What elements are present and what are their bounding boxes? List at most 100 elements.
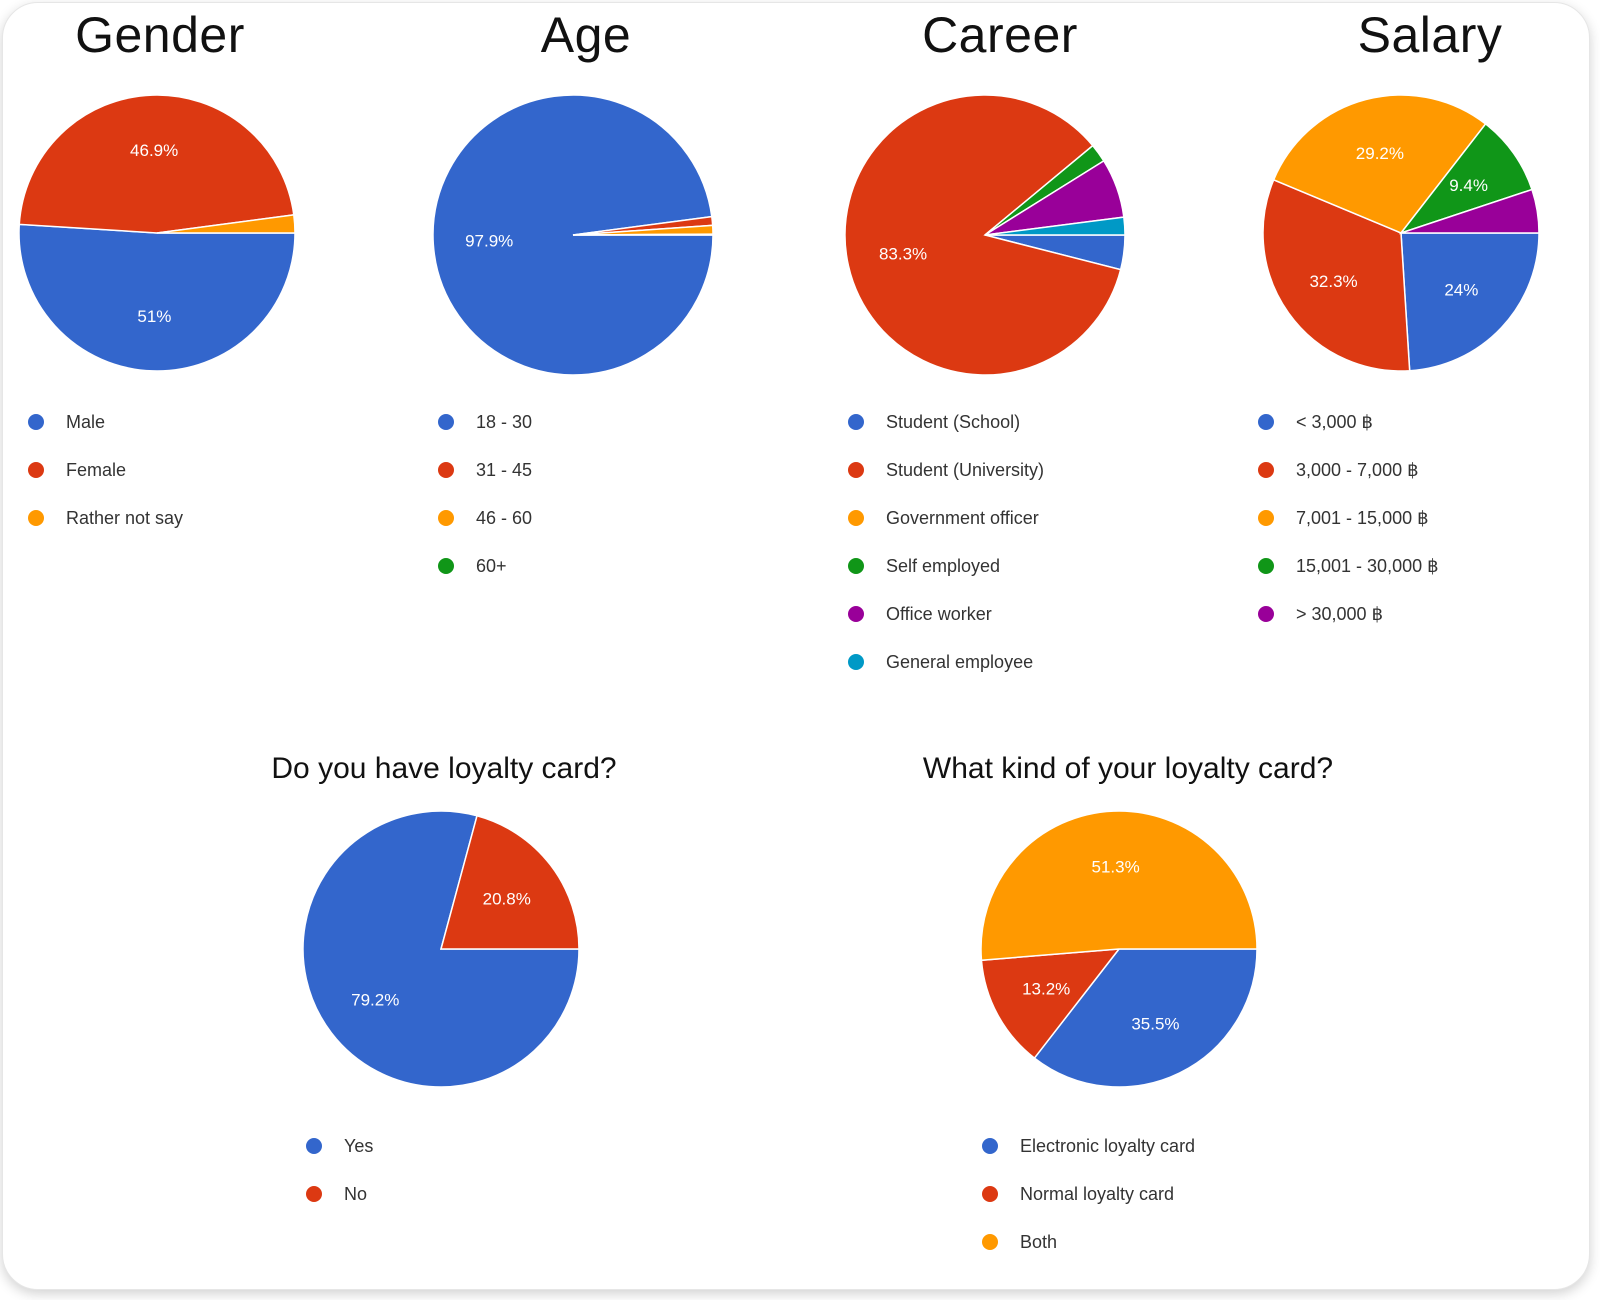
legend-dot-icon [438,462,454,478]
legend-item-female: Female [28,446,183,494]
pie-slice-student-university [844,94,1122,376]
legend-dot-icon [848,414,864,430]
pie-slice-both [980,810,1258,962]
legend-label: Electronic loyalty card [1020,1135,1196,1156]
legend-dot-icon [982,1186,998,1202]
legend-dot-icon [848,558,864,574]
legend-label: < 3,000 ฿ [1296,411,1374,432]
legend-dot-icon [28,462,44,478]
pie-chart-age: 97.9% [432,94,714,376]
legend-label: 7,001 - 15,000 ฿ [1296,507,1429,528]
pie-chart-loyalty: 79.2% 20.8% [302,810,580,1088]
chart-title-gender: Gender [75,7,245,63]
legend-dot-icon [1258,414,1274,430]
pie-slice-30-000 [1400,188,1540,234]
legend-dot-icon [848,654,864,670]
chart-title-career: Career [922,7,1078,63]
pie-slice-electronic-loyalty-card [1033,948,1258,1088]
legend-label: 15,001 - 30,000 ฿ [1296,555,1439,576]
legend-dot-icon [438,414,454,430]
legend-dot-icon [1258,462,1274,478]
chart-title-loyalty-kind: What kind of your loyalty card? [922,752,1334,785]
legend-item-male: Male [28,398,183,446]
legend-age: 18 - 30 31 - 45 46 - 60 60+ [438,398,532,590]
legend-dot-icon [306,1186,322,1202]
pie-slice-general-employee [984,216,1126,236]
legend-dot-icon [848,462,864,478]
legend-label: Rather not say [66,507,184,528]
pie-slice-male [18,223,296,372]
legend-label: Yes [344,1135,374,1156]
pie-chart-gender: 51% 46.9% [18,94,296,372]
legend-dot-icon [306,1138,322,1154]
legend-label: 18 - 30 [476,411,533,432]
slice-percent-label: 46.9% [130,141,178,160]
pie-slice-60 [572,233,714,236]
slice-percent-label: 35.5% [1131,1014,1179,1033]
legend-item-18-30: 18 - 30 [438,398,532,446]
pie-slice-normal-loyalty-card [980,948,1121,1060]
chart-title-age: Age [540,7,632,63]
pie-chart-loyalty-kind: 35.5% 13.2% 51.3% [980,810,1258,1088]
legend-dot-icon [1258,606,1274,622]
legend-career: Student (School) Student (University) Gove… [848,398,1044,686]
legend-item-rather-not-say: Rather not say [28,494,183,542]
slice-percent-label: 97.9% [465,232,513,251]
legend-dot-icon [848,606,864,622]
legend-label: Normal loyalty card [1020,1183,1175,1204]
pie-chart-salary: 24% 32.3% 29.2% 9.4% [1262,94,1540,372]
slice-percent-label: 51% [137,307,171,326]
legend-item-7-001-15-000: 7,001 - 15,000 ฿ [1258,494,1439,542]
legend-item-31-45: 31 - 45 [438,446,532,494]
slice-percent-label: 79.2% [351,990,399,1009]
legend-item-no: No [306,1170,373,1218]
legend-label: Female [66,459,127,480]
pie-chart-career: 83.3% [844,94,1126,376]
pie-slice-15-001-30-000 [1398,122,1533,235]
legend-item-3-000-7-000: 3,000 - 7,000 ฿ [1258,446,1439,494]
slice-percent-label: 24% [1444,281,1478,300]
legend-label: 3,000 - 7,000 ฿ [1296,459,1419,480]
legend-item-electronic-loyalty-card: Electronic loyalty card [982,1122,1195,1170]
legend-label: Student (University) [886,459,1045,480]
legend-label: 60+ [476,555,507,576]
slice-percent-label: 51.3% [1092,857,1140,876]
pie-slice-3-000-7-000 [1262,178,1411,372]
legend-label: General employee [886,651,1034,672]
legend-item-60: 60+ [438,542,532,590]
legend-item-government-officer: Government officer [848,494,1044,542]
legend-dot-icon [28,414,44,430]
legend-item-general-employee: General employee [848,638,1044,686]
slice-percent-label: 32.3% [1309,272,1357,291]
legend-item-3-000: < 3,000 ฿ [1258,398,1439,446]
legend-dot-icon [1258,510,1274,526]
legend-label: Both [1020,1231,1058,1252]
legend-dot-icon [982,1138,998,1154]
slice-percent-label: 29.2% [1356,144,1404,163]
legend-label: Self employed [886,555,1001,576]
pie-slice-female [18,94,295,234]
legend-label: Student (School) [886,411,1021,432]
legend-label: 31 - 45 [476,459,533,480]
slice-percent-label: 9.4% [1449,176,1488,195]
legend-label: 46 - 60 [476,507,533,528]
legend-dot-icon [438,510,454,526]
legend-dot-icon [848,510,864,526]
pie-slice-3-000 [1400,232,1540,372]
legend-dot-icon [982,1234,998,1250]
legend-item-yes: Yes [306,1122,373,1170]
legend-loyalty-kind: Electronic loyalty card Normal loyalty ca… [982,1122,1195,1266]
pie-slice-rather-not-say [156,214,296,234]
legend-dot-icon [438,558,454,574]
pie-slice-yes [302,810,580,1088]
slice-percent-label: 20.8% [483,890,531,909]
pie-slice-no [440,814,580,950]
legend-item-30-000: > 30,000 ฿ [1258,590,1439,638]
legend-item-normal-loyalty-card: Normal loyalty card [982,1170,1195,1218]
legend-item-46-60: 46 - 60 [438,494,532,542]
legend-loyalty: Yes No [306,1122,373,1218]
legend-item-office-worker: Office worker [848,590,1044,638]
slice-percent-label: 83.3% [879,244,927,263]
legend-item-student-school: Student (School) [848,398,1044,446]
legend-label: > 30,000 ฿ [1296,603,1384,624]
